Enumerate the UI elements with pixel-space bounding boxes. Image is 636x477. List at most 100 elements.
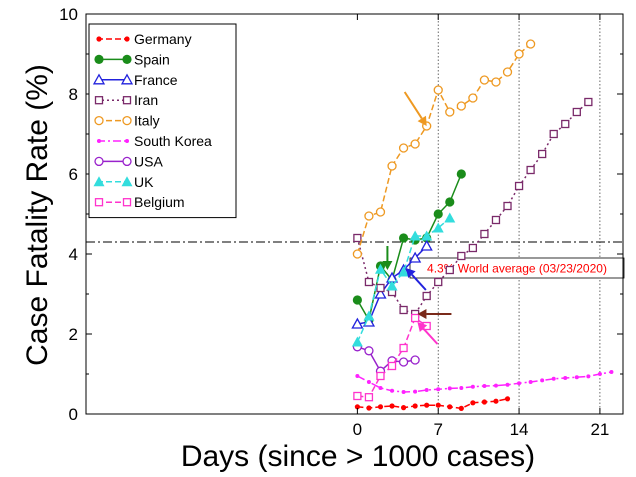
y-tick-label: 6 (69, 165, 78, 184)
legend-label-germany: Germany (134, 31, 192, 47)
series-uk (351, 212, 456, 347)
data-point-spain (433, 209, 443, 219)
data-point-italy (525, 39, 536, 49)
data-point-uk (386, 280, 398, 291)
data-point-spain (456, 169, 466, 179)
legend-item-usa: USA (94, 153, 163, 169)
data-point-germany (377, 404, 384, 410)
data-point-italy (433, 85, 443, 95)
data-point-uk (398, 266, 410, 277)
data-point-usa (410, 355, 420, 365)
legend-item-uk: UK (93, 174, 154, 190)
data-point-iran (514, 181, 524, 191)
y-tick-label: 4 (69, 245, 78, 264)
data-point-germany (493, 398, 499, 404)
data-point-italy (364, 211, 374, 221)
data-point-germany (481, 399, 488, 405)
data-point-italy (398, 143, 409, 153)
data-point-iran (549, 129, 558, 139)
data-point-south-korea (355, 374, 360, 378)
legend-marker-usa (94, 156, 104, 167)
data-point-spain (398, 233, 409, 243)
data-point-south-korea (586, 374, 591, 379)
data-point-south-korea (574, 375, 579, 380)
legend-marker-uk (121, 176, 133, 187)
data-point-south-korea (493, 383, 498, 388)
data-point-belgium (387, 361, 397, 371)
arrow-spain (382, 246, 393, 270)
data-point-iran (353, 233, 362, 243)
data-point-uk (432, 222, 444, 233)
data-point-usa (398, 357, 409, 367)
x-tick-label: 0 (353, 420, 362, 439)
legend-label-uk: UK (134, 174, 154, 190)
arrow-iran (417, 309, 452, 319)
data-point-south-korea (540, 378, 545, 383)
data-point-belgium (410, 313, 420, 323)
legend-label-south-korea: South Korea (134, 133, 212, 149)
legend-item-spain: Spain (94, 51, 170, 67)
data-point-iran (434, 277, 443, 287)
series-germany (354, 396, 511, 411)
data-point-south-korea (401, 390, 406, 394)
legend-marker-iran (94, 96, 104, 105)
x-axis-label: Days (since > 1000 cases) (181, 440, 535, 473)
legend-marker-france (92, 73, 106, 85)
legend-marker-belgium (94, 198, 104, 207)
legend-marker-germany (96, 36, 102, 42)
data-point-south-korea (609, 370, 614, 374)
legend-item-france: France (92, 72, 178, 88)
data-point-italy (514, 49, 524, 59)
series-line-spain (356, 173, 462, 323)
annotation-arrows (382, 91, 452, 345)
data-point-south-korea (436, 387, 441, 392)
data-point-south-korea (390, 388, 395, 393)
data-point-uk (363, 310, 375, 321)
data-point-france (351, 317, 364, 329)
data-point-belgium (364, 393, 374, 402)
data-point-south-korea (505, 382, 510, 387)
legend-marker-spain (122, 54, 132, 64)
data-point-italy (456, 101, 466, 111)
legend-marker-france (120, 73, 134, 85)
legend-label-france: France (134, 72, 178, 88)
data-point-south-korea (378, 386, 383, 390)
arrow-shaft (403, 91, 423, 119)
x-tick-label: 21 (590, 420, 609, 439)
data-point-south-korea (597, 372, 602, 376)
legend-marker-italy (122, 115, 132, 126)
data-point-iran (468, 243, 478, 253)
data-point-germany (389, 403, 395, 409)
data-point-italy (387, 161, 397, 171)
legend-marker-belgium (122, 198, 132, 207)
data-point-germany (435, 402, 441, 408)
data-point-iran (364, 277, 374, 287)
data-point-uk (374, 263, 386, 274)
data-point-south-korea (528, 380, 533, 384)
x-tick-label: 14 (510, 420, 529, 439)
legend-marker-usa (122, 156, 132, 167)
data-point-iran (491, 215, 501, 225)
data-point-iran (376, 283, 385, 293)
legend-label-belgium: Belgium (134, 194, 185, 210)
data-point-iran (561, 119, 570, 129)
world-average-label: 4.3% World average (03/23/2020) (427, 262, 607, 276)
series-france (351, 239, 433, 329)
data-point-iran (572, 107, 581, 117)
data-point-south-korea (459, 386, 464, 390)
data-point-france (409, 251, 422, 263)
data-point-italy (479, 75, 490, 85)
arrow-head (382, 261, 393, 270)
data-point-iran (399, 305, 408, 315)
data-point-belgium (353, 391, 362, 401)
arrow-france (405, 268, 427, 291)
data-point-france (374, 287, 387, 299)
arrow-belgium (417, 322, 439, 345)
data-point-iran (480, 229, 489, 239)
series-layer (351, 39, 614, 411)
data-point-germany (424, 402, 430, 408)
data-point-italy (375, 207, 386, 217)
legend-item-germany: Germany (96, 31, 192, 47)
axes: 0 2 4 6 8 10 0 7 14 21 (59, 5, 624, 439)
